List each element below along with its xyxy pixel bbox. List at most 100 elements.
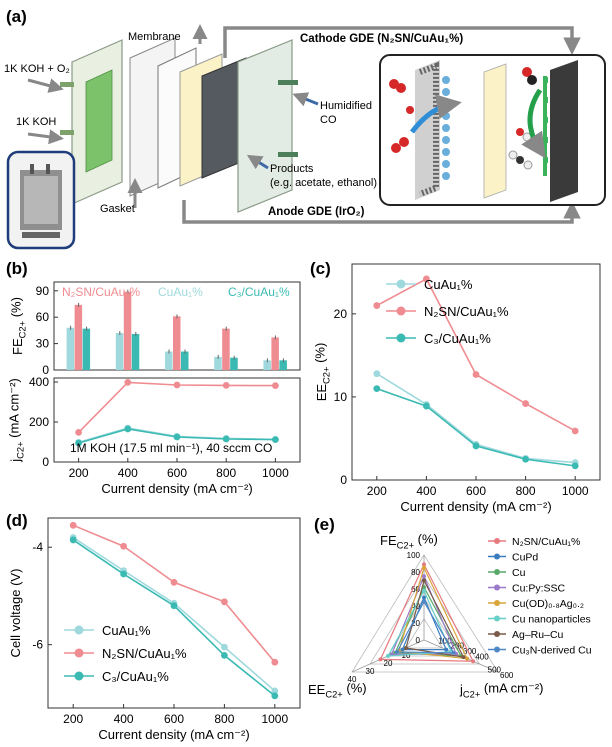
radar-point [422,599,426,604]
inlet-stub-1 [60,82,74,87]
radar-point [400,647,405,652]
legend-swatch-marker [494,538,500,544]
koh-o2-arrow [27,78,64,93]
cell-photo [6,150,76,250]
humidified-arrow [292,92,319,107]
data-point [75,429,82,436]
products-label-1: Products [270,163,314,175]
data-point [173,381,181,389]
panel-c: (c) 200 400 600 800 1000 0 10 20 Current density… [310,259,601,514]
radar-series [396,600,455,654]
data-point [272,436,279,443]
cell-stack [60,37,298,213]
membrane-label: Membrane [128,31,181,43]
y-tick-label: 60 [36,310,50,324]
y-tick-label: -4 [32,540,43,554]
ee-axis-label: EEC2+ (%) [308,681,367,700]
x-tick-label: 400 [114,712,134,726]
radar-point [422,565,426,570]
legend-entry: Ag–Ru–Cu [512,629,564,641]
x-tick-label: 600 [167,466,187,480]
koh-o2-label: 1K KOH + O₂ [4,63,70,75]
panel-label-b: (b) [6,259,28,278]
data-point [423,402,430,410]
radar-point [422,578,426,583]
radar-point [444,647,449,652]
data-point [221,651,228,659]
radar-series [386,589,453,657]
y-tick-label: 0 [42,455,49,469]
legend-entry: N₂SN/CuAu₁% [424,304,509,319]
y-tick-label: 90 [36,284,50,298]
x-tick-label: 600 [466,484,486,498]
gasket-label: Gasket [100,203,135,215]
legend-swatch-marker [396,306,406,316]
legend-entry: Cu(OD)₀.₈Ag₀.₂ [512,598,584,610]
x-tick-label: 1000 [562,484,589,498]
x-axis-label: Current density (mA cm⁻²) [101,481,252,496]
data-point [271,658,279,666]
legend-swatch-marker [396,333,406,343]
fe-tick-label: 0 [416,636,421,645]
y-tick-label: 30 [36,337,50,351]
radar-point [451,650,456,655]
data-point [221,643,228,651]
data-point [69,536,77,544]
anode-arrow [182,200,581,224]
x-axis-label: Current density (mA cm⁻²) [400,499,551,514]
koh-label: 1K KOH [16,116,56,128]
data-point [522,455,529,463]
y-tick-label: 10 [334,390,348,404]
bar [230,357,238,370]
bar [279,360,287,370]
legend-entry: C₃/CuAu₁% [424,331,491,346]
fe-tick-label: 60 [411,585,420,594]
data-point [472,371,480,378]
legend-entry: Cu:Py:SSC [512,583,566,595]
data-point [472,442,480,450]
ee-tick-label: 40 [348,675,357,684]
legend-entry: Cu [512,567,526,579]
data-point [423,275,430,283]
series-line [376,277,576,432]
y-tick-label: -6 [32,638,43,652]
flow-field-left [85,69,113,173]
bar [115,333,124,370]
panel-label-c: (c) [310,259,331,278]
radar-grid [405,617,444,649]
series-line [376,387,576,467]
data-point [75,439,82,447]
x-tick-label: 600 [164,712,184,726]
legend-swatch-marker [494,615,500,622]
radar-point [386,654,390,658]
radar-point [422,588,426,593]
x-tick-label: 1000 [262,466,289,480]
y-tick-label: 400 [29,375,49,389]
radar-point [471,659,476,664]
legend-entry: CuAu₁% [102,623,151,638]
x-tick-label: 400 [416,484,436,498]
legend-swatch-marker [494,600,500,606]
y-tick-label: 0 [42,363,49,377]
series-legend-label: C₃/CuAu₁% [228,285,290,299]
plot-c: 200 400 600 800 1000 0 10 20 Current density (mA… [313,263,601,514]
legend-entry: C₃/CuAu₁% [102,669,169,684]
fe-axis-label: FEC2+ (%) [380,532,438,551]
series-line [72,524,276,663]
y-tick-label: 20 [334,307,348,321]
data-point [170,578,178,586]
y-axis-label: jC2+ (mA cm⁻²) [7,378,26,462]
data-point [120,570,127,578]
panel-b: (b) 0 30 60 90 FEC2+ (%) N₂SN/CuAu₁% CuAu₁% C₃/… [6,259,301,496]
ee-tick-label: 20 [384,659,393,668]
legend-entry: Cu nanoparticles [512,614,591,626]
x-tick-label: 200 [69,466,89,480]
fe-tick-label: 20 [411,619,420,628]
legend-swatch-marker [396,279,406,289]
radar-series [401,595,448,651]
data-point [373,302,381,309]
legend-swatch-marker [74,671,84,681]
j-tick-label: 400 [475,652,489,661]
